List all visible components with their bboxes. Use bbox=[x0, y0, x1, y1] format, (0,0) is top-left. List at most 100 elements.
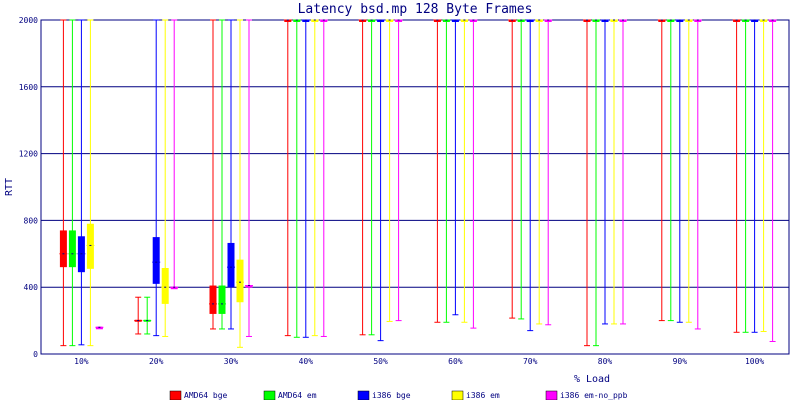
box-whisker bbox=[143, 296, 152, 335]
legend-swatch bbox=[545, 390, 558, 400]
box bbox=[170, 287, 178, 290]
legend: AMD64 bge AMD64 em i386 bge i386 em i386 em-… bbox=[169, 390, 628, 400]
box-whisker bbox=[86, 19, 95, 347]
plot-frame bbox=[40, 19, 790, 355]
box-whisker bbox=[469, 19, 478, 329]
box-whisker bbox=[535, 19, 544, 325]
y-tick-label: 0 bbox=[33, 350, 38, 359]
box-whisker bbox=[544, 19, 553, 326]
box-whisker bbox=[460, 19, 469, 323]
box-whisker bbox=[310, 19, 319, 337]
box bbox=[433, 20, 441, 22]
box-whisker bbox=[675, 19, 684, 323]
legend-swatch bbox=[451, 390, 464, 400]
box bbox=[218, 285, 226, 314]
box bbox=[694, 20, 702, 22]
box-whisker bbox=[442, 19, 451, 323]
y-tick-label: 400 bbox=[24, 283, 39, 292]
box-whisker bbox=[170, 19, 179, 290]
box bbox=[676, 20, 684, 22]
box-whisker bbox=[218, 19, 226, 330]
box bbox=[86, 223, 94, 269]
x-tick-label: 70% bbox=[523, 357, 538, 366]
axis-ticks: 0 400 800 1200 1600 2000 10% 20% 30% 40% 50% 60% 70%… bbox=[19, 16, 765, 366]
box-whisker bbox=[77, 19, 86, 346]
box-whisker bbox=[209, 19, 217, 330]
box-whisker bbox=[684, 19, 693, 323]
box-whisker bbox=[526, 19, 535, 332]
box-whisker bbox=[657, 19, 666, 322]
box bbox=[751, 20, 759, 22]
box bbox=[236, 259, 244, 303]
box-whisker bbox=[227, 19, 235, 330]
box-whisker bbox=[283, 19, 292, 337]
box-whisker bbox=[394, 19, 403, 322]
x-tick-label: 30% bbox=[224, 357, 239, 366]
box-whisker bbox=[161, 19, 170, 337]
x-tick-label: 20% bbox=[149, 357, 164, 366]
legend-label: AMD64 em bbox=[278, 391, 317, 400]
chart-title: Latency bsd.mp 128 Byte Frames bbox=[298, 2, 533, 17]
box-whisker bbox=[95, 326, 104, 330]
box-whisker bbox=[292, 19, 301, 338]
box bbox=[209, 285, 217, 314]
box bbox=[284, 20, 292, 22]
legend-label: AMD64 bge bbox=[184, 391, 228, 400]
legend-label: i386 bge bbox=[372, 391, 411, 400]
box bbox=[359, 20, 367, 22]
legend-swatch bbox=[169, 390, 182, 400]
box bbox=[368, 20, 376, 22]
box bbox=[227, 242, 235, 288]
box-whisker bbox=[619, 19, 627, 325]
box-whisker bbox=[433, 19, 442, 323]
box bbox=[311, 20, 319, 22]
box-whisker bbox=[245, 19, 253, 337]
box-whisker bbox=[517, 19, 526, 320]
box-whisker bbox=[301, 19, 310, 338]
x-axis-label: % Load bbox=[574, 374, 610, 385]
box bbox=[601, 20, 609, 22]
box bbox=[460, 20, 468, 22]
legend-label: i386 em-no_ppb bbox=[560, 391, 628, 400]
box-whisker bbox=[732, 19, 741, 333]
x-tick-label: 80% bbox=[598, 357, 613, 366]
box-whisker bbox=[666, 19, 675, 322]
box-whisker bbox=[768, 19, 777, 342]
x-tick-label: 100% bbox=[745, 357, 764, 366]
box bbox=[68, 230, 76, 268]
box-whisker bbox=[592, 19, 600, 347]
x-tick-label: 40% bbox=[299, 357, 314, 366]
box bbox=[320, 20, 328, 22]
box bbox=[377, 20, 385, 22]
box-whisker bbox=[583, 19, 591, 347]
box bbox=[442, 20, 450, 22]
box bbox=[245, 285, 253, 288]
box-whisker bbox=[693, 19, 702, 330]
box-whisker bbox=[358, 19, 367, 336]
x-tick-label: 10% bbox=[74, 357, 89, 366]
box bbox=[583, 20, 591, 22]
box-whisker bbox=[385, 19, 394, 322]
plot-marks bbox=[59, 19, 777, 348]
box-whisker bbox=[152, 19, 161, 337]
box bbox=[386, 20, 394, 22]
box bbox=[760, 20, 768, 22]
box-whisker bbox=[610, 19, 618, 325]
grid bbox=[40, 19, 790, 355]
box bbox=[161, 267, 169, 304]
box-whisker bbox=[59, 19, 68, 347]
box bbox=[293, 20, 301, 22]
box bbox=[395, 20, 403, 22]
box-whisker bbox=[376, 19, 385, 342]
box bbox=[685, 20, 693, 22]
legend-swatch bbox=[263, 390, 276, 400]
box-whisker bbox=[319, 19, 328, 337]
x-tick-label: 90% bbox=[673, 357, 688, 366]
x-tick-label: 60% bbox=[448, 357, 463, 366]
box bbox=[59, 230, 67, 268]
box bbox=[517, 20, 525, 22]
y-axis-label: RTT bbox=[4, 178, 15, 196]
legend-label: i386 em bbox=[466, 391, 500, 400]
